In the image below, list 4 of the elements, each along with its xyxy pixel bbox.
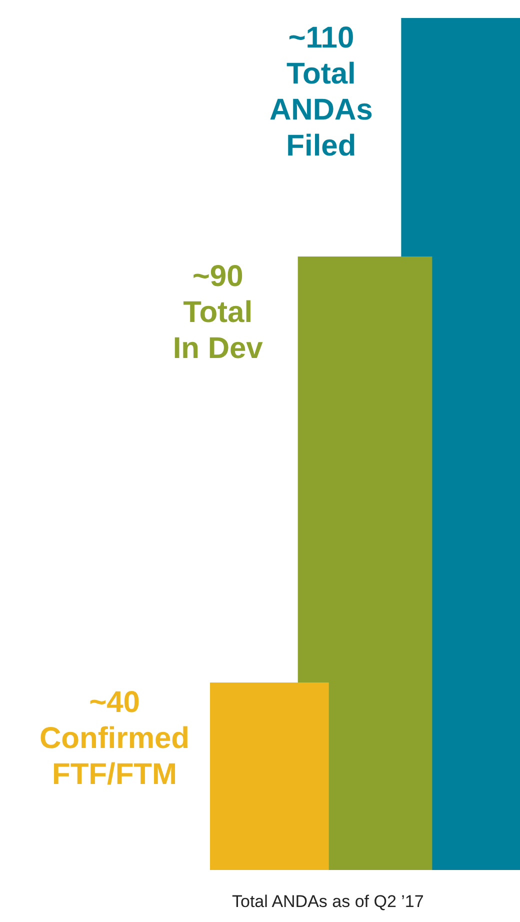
text: ~40 Confirmed FTF/FTM: [40, 686, 190, 791]
annotation: ~110 Total ANDAs Filed: [269, 21, 373, 162]
annotation: ~90 Total In Dev: [172, 260, 264, 365]
text: Total ANDAs as of Q2 ’17: [232, 892, 424, 912]
